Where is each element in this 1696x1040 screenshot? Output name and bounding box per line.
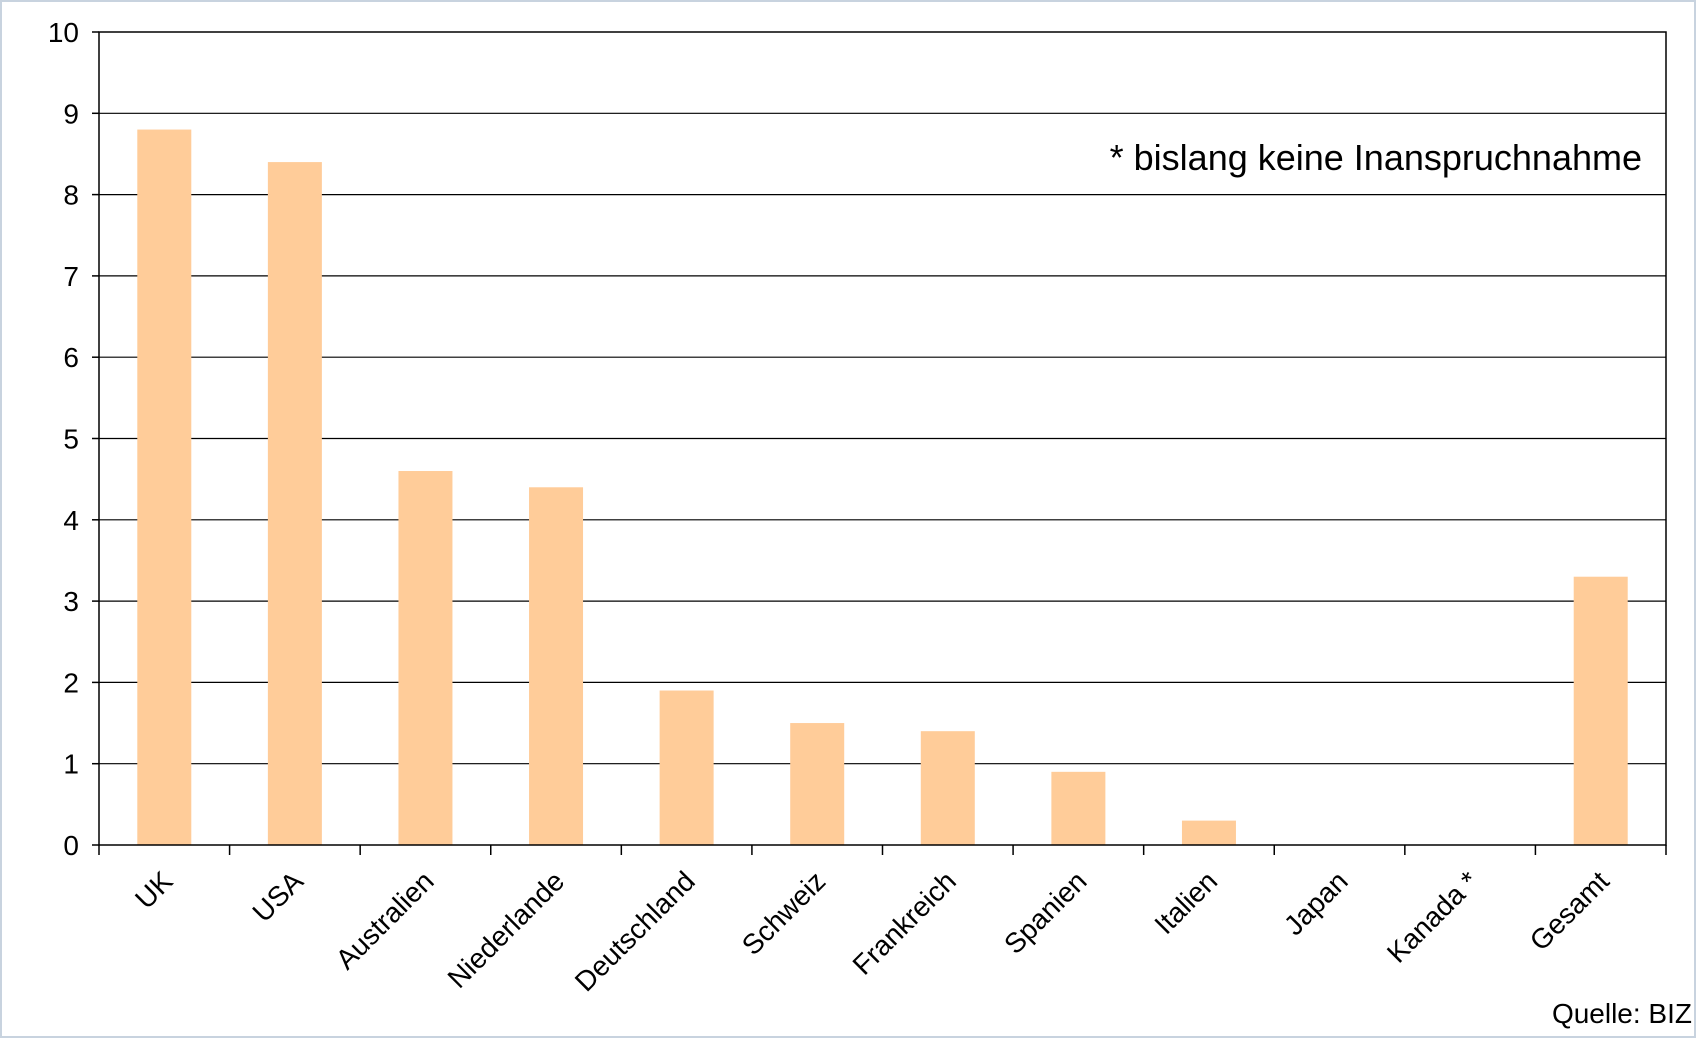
x-category-label: Schweiz	[736, 865, 832, 961]
axes	[92, 31, 1667, 855]
x-category-label: Australien	[330, 865, 440, 975]
bar-frankreich	[920, 731, 975, 845]
bars	[137, 129, 1628, 845]
y-tick-label: 7	[63, 261, 79, 292]
y-tick-labels: 0 1 2 3 4 5 6 7 8 9 10	[48, 17, 79, 861]
x-category-label: Gesamt	[1524, 865, 1615, 956]
source-label: Quelle: BIZ	[1552, 998, 1692, 1029]
bar-deutschland	[659, 690, 714, 845]
gridlines	[99, 112, 1666, 765]
x-category-label: Frankreich	[847, 865, 962, 980]
x-category-label: USA	[246, 865, 309, 928]
bar-uk	[137, 129, 192, 845]
y-tick-label: 9	[63, 98, 79, 129]
y-tick-label: 10	[48, 17, 79, 48]
x-category-label: Japan	[1278, 865, 1354, 941]
y-tick-label: 0	[63, 830, 79, 861]
x-category-label: Deutschland	[569, 865, 701, 997]
y-tick-label: 2	[63, 667, 79, 698]
bar-gesamt	[1573, 576, 1628, 845]
y-tick-label: 1	[63, 749, 79, 780]
bar-italien	[1181, 820, 1236, 845]
bar-niederlande	[529, 487, 584, 845]
bar-usa	[267, 162, 322, 845]
y-tick-label: 5	[63, 424, 79, 455]
x-category-label: Kanada *	[1381, 865, 1484, 968]
annotation-note: * bislang keine Inanspruchnahme	[1110, 137, 1642, 178]
x-category-label: Spanien	[998, 865, 1093, 960]
y-tick-label: 6	[63, 342, 79, 373]
x-category-label: Niederlande	[442, 865, 571, 994]
x-category-label: UK	[129, 865, 179, 915]
bar-australien	[398, 471, 453, 845]
y-tick-label: 4	[63, 505, 79, 536]
bar-schweiz	[790, 723, 845, 845]
y-tick-label: 8	[63, 180, 79, 211]
bar-spanien	[1051, 771, 1106, 845]
y-tick-label: 3	[63, 586, 79, 617]
x-category-label: Italien	[1148, 865, 1223, 940]
